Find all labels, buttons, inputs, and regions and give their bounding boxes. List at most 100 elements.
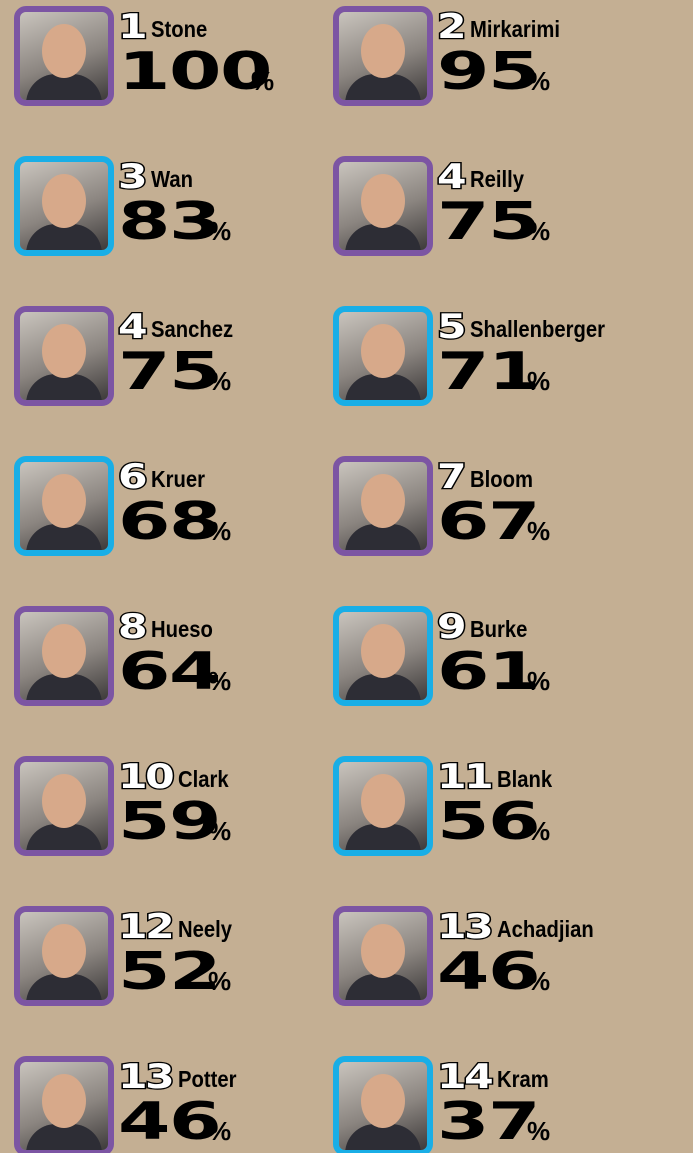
score-value: 95 xyxy=(437,46,539,98)
portrait-head xyxy=(361,24,405,78)
portrait-head xyxy=(361,324,405,378)
rank-number: 8 xyxy=(118,610,145,644)
page: 1Stone100%2Mirkarimi95%3Wan83%4Reilly75%… xyxy=(0,0,693,1153)
portrait-body xyxy=(26,1124,102,1153)
portrait-frame xyxy=(333,756,433,856)
portrait-body xyxy=(345,74,421,106)
portrait-photo xyxy=(339,162,427,250)
score-unit: % xyxy=(527,518,550,544)
portrait-frame xyxy=(14,606,114,706)
ranking-board: 1Stone100%2Mirkarimi95%3Wan83%4Reilly75%… xyxy=(0,0,693,1153)
portrait-head xyxy=(42,324,86,378)
rank-number: 6 xyxy=(118,460,145,494)
score-value: 59 xyxy=(118,796,220,848)
rank-number: 14 xyxy=(437,1060,491,1094)
portrait-frame xyxy=(14,756,114,856)
portrait-frame xyxy=(14,306,114,406)
score-value: 61 xyxy=(437,646,539,698)
rank-number: 2 xyxy=(437,10,464,44)
portrait-head xyxy=(361,174,405,228)
candidate-name: Sanchez xyxy=(151,318,233,341)
portrait-photo xyxy=(20,462,108,550)
candidate-name: Clark xyxy=(178,768,229,791)
portrait-frame xyxy=(14,1056,114,1153)
score-unit: % xyxy=(527,218,550,244)
portrait-head xyxy=(42,624,86,678)
portrait-head xyxy=(361,624,405,678)
score-unit: % xyxy=(208,368,231,394)
rank-number: 9 xyxy=(437,610,464,644)
portrait-body xyxy=(345,224,421,256)
candidate-name: Shallenberger xyxy=(470,318,605,341)
score-unit: % xyxy=(527,68,550,94)
score-value: 52 xyxy=(118,946,220,998)
rank-number: 1 xyxy=(118,10,145,44)
candidate-name: Wan xyxy=(151,168,193,191)
portrait-head xyxy=(361,474,405,528)
candidate-name: Kram xyxy=(497,1068,549,1091)
portrait-photo xyxy=(339,12,427,100)
candidate-name: Reilly xyxy=(470,168,524,191)
portrait-head xyxy=(361,924,405,978)
score-unit: % xyxy=(208,668,231,694)
portrait-body xyxy=(345,824,421,856)
score-unit: % xyxy=(251,68,274,94)
score-unit: % xyxy=(527,668,550,694)
portrait-frame xyxy=(333,1056,433,1153)
portrait-photo xyxy=(339,462,427,550)
portrait-body xyxy=(26,74,102,106)
portrait-body xyxy=(26,674,102,706)
rank-number: 3 xyxy=(118,160,145,194)
portrait-photo xyxy=(20,912,108,1000)
portrait-body xyxy=(26,224,102,256)
portrait-frame xyxy=(333,156,433,256)
rank-number: 10 xyxy=(118,760,172,794)
portrait-frame xyxy=(333,606,433,706)
portrait-frame xyxy=(333,306,433,406)
portrait-head xyxy=(42,1074,86,1128)
score-unit: % xyxy=(527,1118,550,1144)
rank-number: 4 xyxy=(118,310,145,344)
score-value: 37 xyxy=(437,1096,539,1148)
score-unit: % xyxy=(527,818,550,844)
score-unit: % xyxy=(527,368,550,394)
portrait-photo xyxy=(339,612,427,700)
candidate-name: Burke xyxy=(470,618,527,641)
candidate-name: Blank xyxy=(497,768,552,791)
rank-number: 11 xyxy=(437,760,491,794)
portrait-photo xyxy=(20,762,108,850)
rank-number: 4 xyxy=(437,160,464,194)
portrait-body xyxy=(26,824,102,856)
candidate-name: Hueso xyxy=(151,618,213,641)
candidate-name: Neely xyxy=(178,918,232,941)
portrait-head xyxy=(42,924,86,978)
score-unit: % xyxy=(208,218,231,244)
portrait-head xyxy=(42,24,86,78)
portrait-frame xyxy=(14,456,114,556)
portrait-head xyxy=(42,174,86,228)
candidate-name: Achadjian xyxy=(497,918,594,941)
portrait-head xyxy=(361,1074,405,1128)
portrait-body xyxy=(26,974,102,1006)
portrait-body xyxy=(345,374,421,406)
portrait-frame xyxy=(333,6,433,106)
rank-number: 5 xyxy=(437,310,464,344)
score-value: 64 xyxy=(118,646,220,698)
score-value: 75 xyxy=(437,196,539,248)
candidate-name: Stone xyxy=(151,18,207,41)
portrait-photo xyxy=(20,312,108,400)
portrait-photo xyxy=(20,12,108,100)
portrait-photo xyxy=(339,912,427,1000)
score-unit: % xyxy=(208,518,231,544)
candidate-name: Bloom xyxy=(470,468,533,491)
portrait-head xyxy=(42,474,86,528)
portrait-body xyxy=(345,674,421,706)
score-value: 67 xyxy=(437,496,539,548)
portrait-frame xyxy=(14,6,114,106)
score-value: 75 xyxy=(118,346,220,398)
portrait-photo xyxy=(339,312,427,400)
score-unit: % xyxy=(208,1118,231,1144)
portrait-body xyxy=(26,374,102,406)
portrait-body xyxy=(345,524,421,556)
rank-number: 7 xyxy=(437,460,464,494)
